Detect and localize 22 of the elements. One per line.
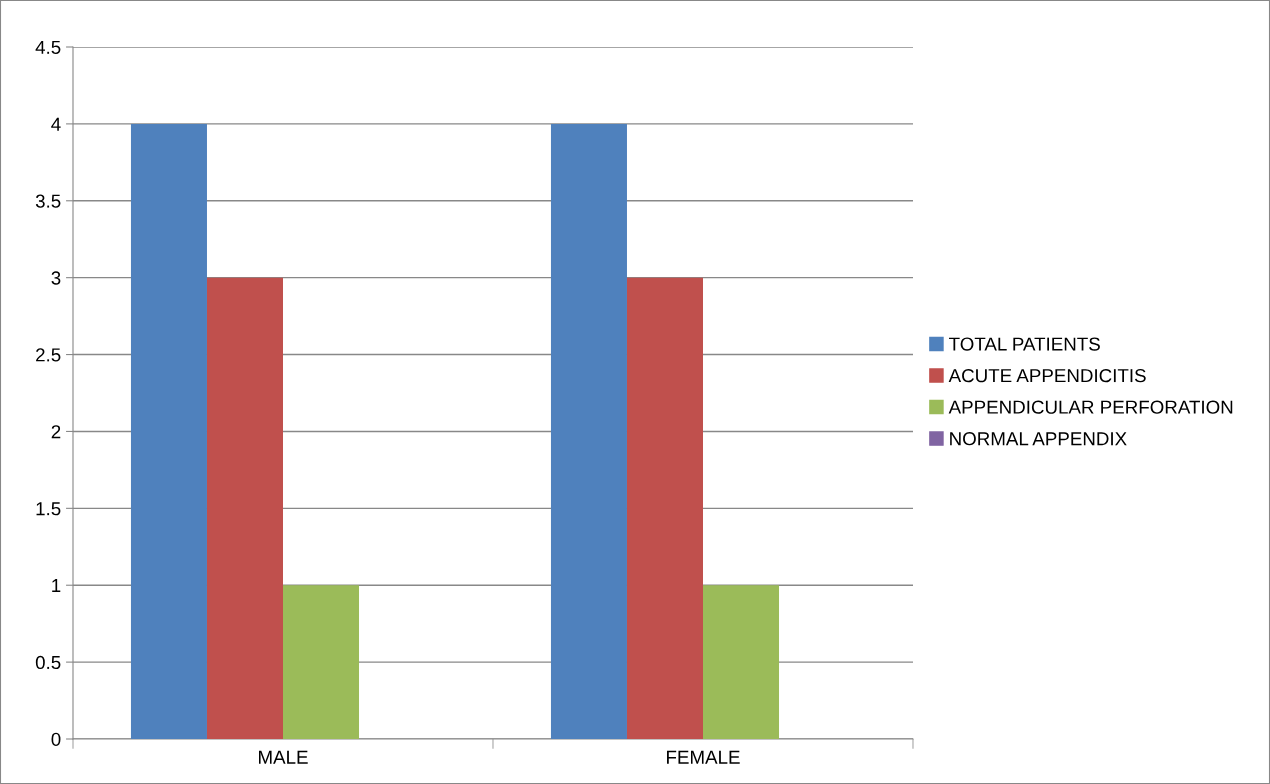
y-tick-label: 3: [51, 271, 61, 285]
x-tick-label: MALE: [259, 750, 308, 764]
legend-label: APPENDICULAR PERFORATION: [948, 400, 1233, 414]
legend-label: NORMAL APPENDIX: [950, 432, 1127, 446]
bar: [283, 585, 360, 739]
y-tick-label: 2: [51, 425, 61, 439]
y-tick-label: 1.5: [36, 502, 61, 516]
bar: [626, 277, 703, 739]
bar: [703, 585, 780, 739]
legend-label: TOTAL PATIENTS: [949, 337, 1100, 351]
y-tick-label: 2.5: [36, 348, 61, 362]
y-tick-label: 4: [51, 117, 61, 131]
x-tick-label: FEMALE: [667, 750, 740, 764]
bar: [550, 123, 627, 739]
y-tick-label: 4.5: [35, 40, 61, 54]
y-tick-label: 1: [52, 579, 61, 593]
bar: [130, 123, 207, 739]
legend-label: ACUTE APPENDICITIS: [948, 368, 1146, 383]
y-tick-label: 0.5: [35, 655, 61, 670]
bar: [206, 277, 283, 739]
y-tick-label: 0: [51, 732, 61, 746]
y-tick-label: 3.5: [35, 194, 61, 208]
